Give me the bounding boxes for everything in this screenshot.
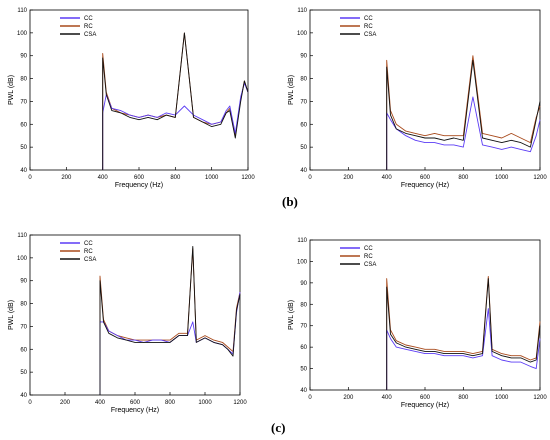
caption-c: (c) — [271, 420, 286, 435]
x-axis-label: Frequency (Hz) — [111, 407, 159, 414]
plot-frame — [309, 239, 541, 391]
x-tick-label: 1200 — [241, 175, 255, 181]
series-line-csa — [386, 59, 541, 170]
legend-label: CC — [84, 241, 93, 247]
y-tick-label: 70 — [300, 324, 307, 330]
x-tick-label: 1000 — [495, 175, 509, 181]
series-line-rc — [102, 32, 249, 170]
legend-label: CSA — [364, 262, 376, 268]
y-tick-label: 60 — [20, 122, 27, 128]
y-tick-label: 100 — [17, 31, 28, 37]
y-axis-label: PWL (dB) — [288, 300, 295, 330]
series-line-rc — [99, 248, 241, 395]
y-tick-label: 50 — [300, 145, 307, 151]
y-tick-label: 50 — [20, 370, 27, 376]
legend-label: CSA — [84, 32, 96, 38]
y-tick-label: 50 — [300, 367, 307, 373]
chart-panel-2: 0 200 400 600 800 1000 1200 40 50 60 70 80 90 100 110 F… — [288, 8, 547, 189]
series-line-rc — [386, 55, 541, 170]
legend-label: CC — [364, 246, 373, 252]
x-tick-label: 1000 — [198, 400, 212, 406]
series-line-rc — [386, 275, 541, 390]
legend-label: RC — [84, 24, 93, 30]
y-tick-label: 40 — [300, 388, 307, 394]
x-tick-label: 800 — [170, 175, 181, 181]
series-line-csa — [102, 32, 249, 170]
legend-label: CC — [84, 16, 93, 22]
y-tick-label: 60 — [20, 347, 27, 353]
y-axis-label: PWL (dB) — [8, 300, 15, 330]
chart-panel-3: 0 200 400 600 800 1000 1200 40 50 60 70 80 90 100 110 F… — [8, 233, 247, 414]
x-tick-label: 800 — [458, 175, 469, 181]
y-axis-label: PWL (dB) — [288, 75, 295, 105]
y-tick-label: 100 — [297, 31, 308, 37]
x-tick-label: 400 — [95, 400, 106, 406]
y-tick-label: 40 — [20, 393, 27, 399]
x-tick-label: 0 — [308, 395, 312, 401]
x-tick-label: 1000 — [495, 395, 509, 401]
legend-label: RC — [364, 24, 373, 30]
series-line-cc — [386, 308, 541, 390]
y-tick-label: 90 — [20, 54, 27, 60]
y-tick-label: 80 — [300, 77, 307, 83]
x-tick-label: 200 — [343, 175, 354, 181]
y-tick-label: 110 — [297, 8, 307, 14]
y-tick-label: 60 — [300, 122, 307, 128]
x-tick-label: 1200 — [533, 175, 547, 181]
y-tick-label: 100 — [297, 259, 308, 265]
x-tick-label: 600 — [134, 175, 145, 181]
y-tick-label: 80 — [20, 302, 27, 308]
x-tick-label: 800 — [458, 395, 469, 401]
y-tick-label: 90 — [300, 281, 307, 287]
y-tick-label: 70 — [20, 324, 27, 330]
x-tick-label: 600 — [420, 395, 431, 401]
x-tick-label: 400 — [382, 395, 393, 401]
legend-label: RC — [84, 249, 93, 255]
y-tick-label: 90 — [20, 279, 27, 285]
x-tick-label: 400 — [98, 175, 109, 181]
x-tick-label: 1000 — [205, 175, 219, 181]
series-line-csa — [99, 245, 241, 395]
y-tick-label: 60 — [300, 345, 307, 351]
chart-panel-4: 0 200 400 600 800 1000 1200 40 50 60 70 80 90 100 110 F… — [288, 238, 547, 409]
y-tick-label: 40 — [20, 168, 27, 174]
legend-label: RC — [364, 254, 373, 260]
y-tick-label: 110 — [17, 8, 27, 14]
chart-panel-1: 0 200 400 600 800 1000 1200 40 50 60 70 80 90 100 110 F… — [8, 8, 255, 189]
x-tick-label: 600 — [420, 175, 431, 181]
legend-label: CC — [364, 16, 373, 22]
x-tick-label: 400 — [382, 175, 393, 181]
y-tick-label: 70 — [300, 99, 307, 105]
x-tick-label: 200 — [60, 400, 71, 406]
y-tick-label: 110 — [297, 238, 307, 244]
x-tick-label: 200 — [343, 395, 354, 401]
x-axis-label: Frequency (Hz) — [401, 182, 449, 189]
y-axis-label: PWL (dB) — [8, 75, 15, 105]
y-tick-label: 90 — [300, 54, 307, 60]
y-tick-label: 80 — [300, 302, 307, 308]
x-axis-label: Frequency (Hz) — [401, 402, 449, 409]
y-tick-label: 100 — [17, 256, 28, 262]
x-axis-label: Frequency (Hz) — [115, 182, 163, 189]
x-tick-label: 0 — [28, 175, 32, 181]
x-tick-label: 600 — [130, 400, 141, 406]
caption-b: (b) — [282, 194, 298, 209]
y-tick-label: 110 — [17, 233, 27, 239]
x-tick-label: 1200 — [233, 400, 247, 406]
y-tick-label: 70 — [20, 99, 27, 105]
series-line-csa — [386, 278, 541, 390]
y-tick-label: 40 — [300, 168, 307, 174]
x-tick-label: 200 — [61, 175, 72, 181]
x-tick-label: 0 — [28, 400, 32, 406]
series-line-cc — [102, 82, 249, 170]
x-tick-label: 0 — [308, 175, 312, 181]
legend-label: CSA — [364, 32, 376, 38]
y-tick-label: 50 — [20, 145, 27, 151]
x-tick-label: 1200 — [533, 395, 547, 401]
legend-label: CSA — [84, 257, 96, 263]
y-tick-label: 80 — [20, 77, 27, 83]
x-tick-label: 800 — [165, 400, 176, 406]
